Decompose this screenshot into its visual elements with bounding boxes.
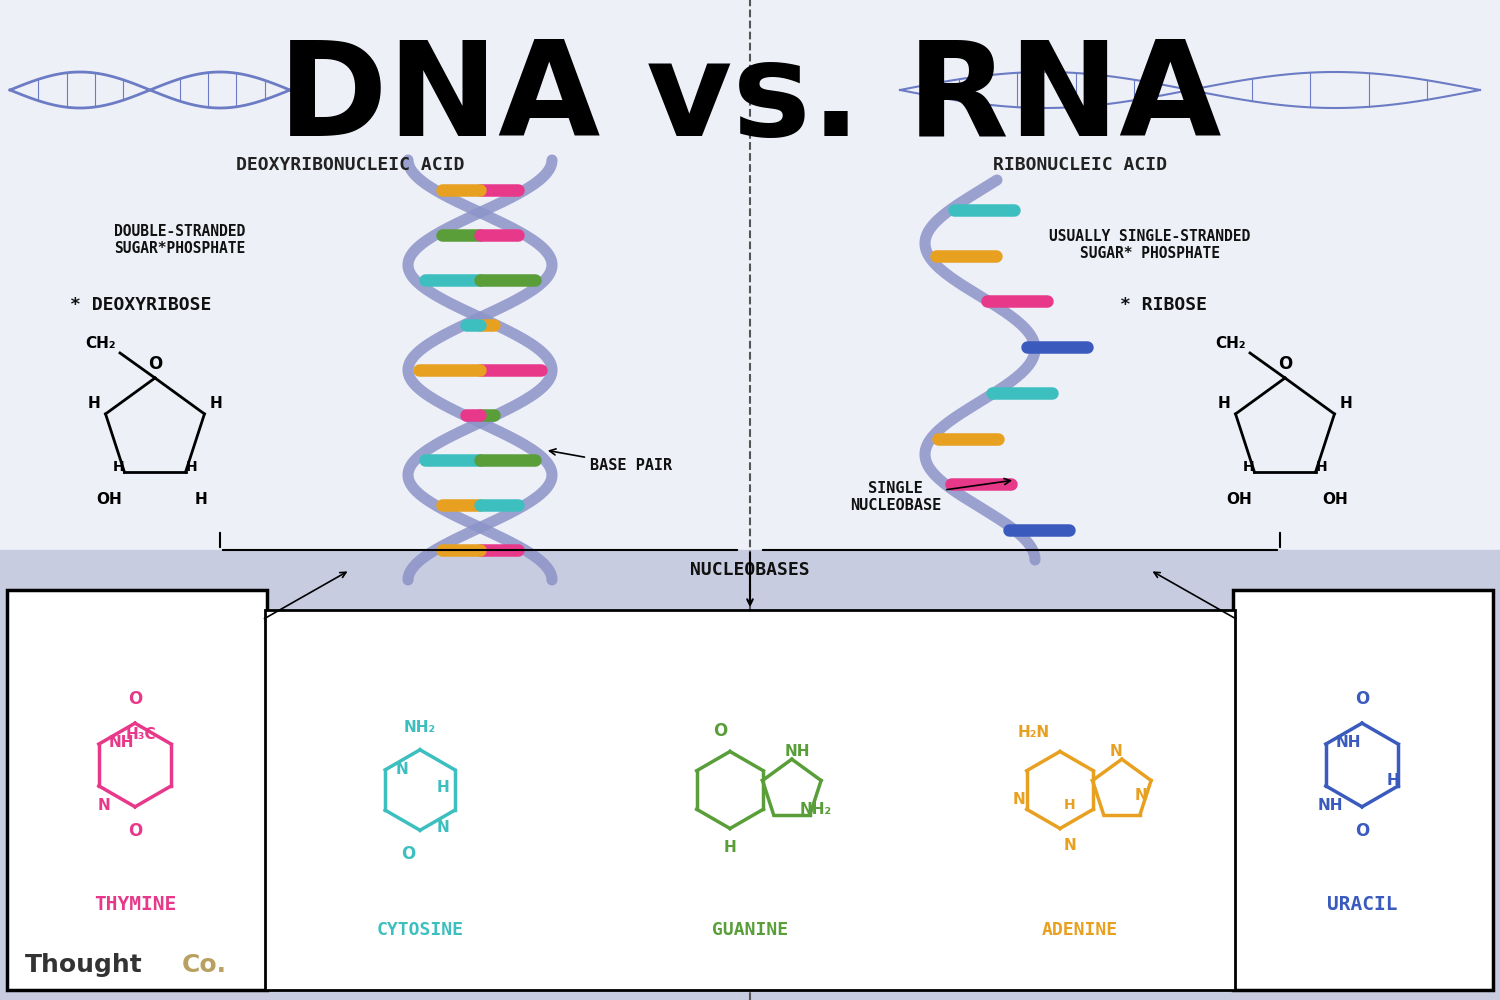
Text: O: O <box>400 845 416 863</box>
Text: * RIBOSE: * RIBOSE <box>1120 296 1208 314</box>
Text: DNA vs. RNA: DNA vs. RNA <box>279 36 1221 163</box>
Text: * DEOXYRIBOSE: * DEOXYRIBOSE <box>70 296 211 314</box>
Text: ADENINE: ADENINE <box>1042 921 1118 939</box>
FancyBboxPatch shape <box>1233 590 1492 990</box>
Bar <box>0 0 1500 550</box>
Text: DOUBLE-STRANDED
SUGAR*PHOSPHATE: DOUBLE-STRANDED SUGAR*PHOSPHATE <box>114 224 246 256</box>
Text: NUCLEOBASES: NUCLEOBASES <box>690 561 810 579</box>
Text: Thought: Thought <box>26 953 142 977</box>
Text: SINGLE
NUCLEOBASE: SINGLE NUCLEOBASE <box>850 478 1011 513</box>
Text: N: N <box>394 762 408 777</box>
Text: H: H <box>194 492 207 507</box>
Text: GUANINE: GUANINE <box>712 921 788 939</box>
Text: N: N <box>98 798 109 813</box>
Text: H₂N: H₂N <box>1019 725 1050 740</box>
Text: NH: NH <box>784 744 810 760</box>
Text: NH: NH <box>110 735 135 750</box>
Text: CH₂: CH₂ <box>1215 336 1245 351</box>
Text: USUALLY SINGLE-STRANDED
SUGAR* PHOSPHATE: USUALLY SINGLE-STRANDED SUGAR* PHOSPHATE <box>1050 229 1251 261</box>
Text: CYTOSINE: CYTOSINE <box>376 921 464 939</box>
Text: N: N <box>1136 788 1148 802</box>
Text: H: H <box>1216 396 1230 411</box>
Text: NH: NH <box>1336 735 1362 750</box>
Text: N: N <box>1110 744 1124 760</box>
Text: OH: OH <box>1227 492 1252 507</box>
Text: H: H <box>1244 460 1254 474</box>
Text: THYMINE: THYMINE <box>94 896 176 914</box>
Text: N: N <box>1013 792 1025 808</box>
Text: O: O <box>128 690 142 708</box>
Text: NH₂: NH₂ <box>800 802 832 818</box>
Text: O: O <box>1278 355 1292 373</box>
Text: O: O <box>128 822 142 840</box>
Text: URACIL: URACIL <box>1326 896 1398 914</box>
Text: Co.: Co. <box>182 953 226 977</box>
Text: H: H <box>1388 773 1400 788</box>
Text: CH₂: CH₂ <box>84 336 116 351</box>
Text: OH: OH <box>96 492 123 507</box>
Text: H: H <box>1316 460 1328 474</box>
Text: NH₂: NH₂ <box>404 720 436 735</box>
Text: RIBONUCLEIC ACID: RIBONUCLEIC ACID <box>993 156 1167 174</box>
FancyBboxPatch shape <box>266 610 1234 990</box>
Text: O: O <box>712 722 728 740</box>
Text: O: O <box>1354 690 1370 708</box>
Text: N: N <box>436 820 450 835</box>
Text: H: H <box>87 396 100 411</box>
Text: OH: OH <box>1323 492 1348 507</box>
Bar <box>0 550 1500 1000</box>
Text: H: H <box>1340 396 1353 411</box>
Text: H₃C: H₃C <box>126 727 156 742</box>
Text: DEOXYRIBONUCLEIC ACID: DEOXYRIBONUCLEIC ACID <box>236 156 464 174</box>
Text: H: H <box>112 460 125 474</box>
Text: H: H <box>1064 798 1076 812</box>
Text: H: H <box>723 840 736 855</box>
FancyBboxPatch shape <box>8 590 267 990</box>
Text: O: O <box>1354 822 1370 840</box>
Text: BASE PAIR: BASE PAIR <box>549 449 672 473</box>
Text: O: O <box>148 355 162 373</box>
Text: H: H <box>210 396 224 411</box>
Text: N: N <box>1064 838 1077 853</box>
Text: H: H <box>186 460 196 474</box>
Text: NH: NH <box>1318 798 1344 813</box>
Text: H: H <box>436 780 450 795</box>
